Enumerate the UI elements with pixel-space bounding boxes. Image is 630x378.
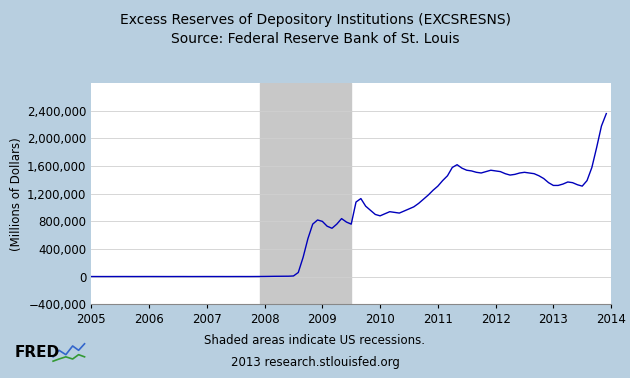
Y-axis label: (Millions of Dollars): (Millions of Dollars) [10, 137, 23, 251]
Bar [260, 83, 352, 304]
Text: 2013 research.stlouisfed.org: 2013 research.stlouisfed.org [231, 356, 399, 369]
Text: FRED: FRED [15, 345, 60, 360]
Text: Shaded areas indicate US recessions.: Shaded areas indicate US recessions. [205, 334, 425, 347]
Text: Source: Federal Reserve Bank of St. Louis: Source: Federal Reserve Bank of St. Loui… [171, 32, 459, 46]
Text: Excess Reserves of Depository Institutions (EXCSRESNS): Excess Reserves of Depository Institutio… [120, 13, 510, 27]
